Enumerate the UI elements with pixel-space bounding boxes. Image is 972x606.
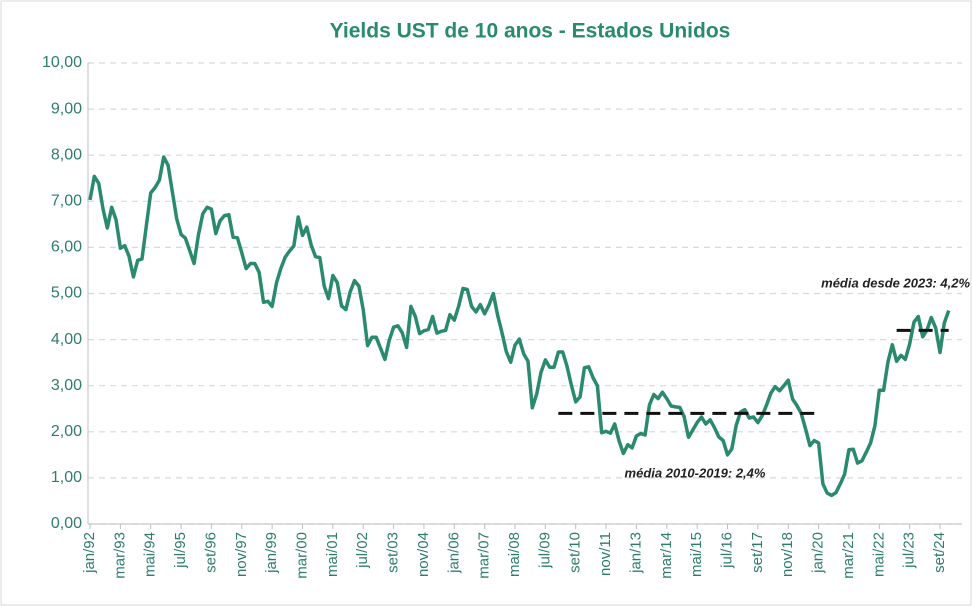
x-tick-label: jul/23 (901, 532, 918, 569)
x-tick-label: mar/93 (111, 532, 128, 579)
x-tick-label: set/24 (931, 532, 948, 573)
x-tick-label: nov/04 (415, 532, 432, 577)
x-tick-label: mai/15 (688, 532, 705, 577)
y-tick-label: 10,00 (42, 54, 82, 71)
y-tick-label: 2,00 (51, 423, 82, 440)
x-tick-label: set/03 (385, 532, 402, 573)
x-tick-label: nov/18 (779, 532, 796, 577)
y-tick-label: 8,00 (51, 146, 82, 163)
x-tick-label: jul/95 (172, 532, 189, 569)
y-tick-label: 3,00 (51, 377, 82, 394)
y-tick-label: 4,00 (51, 331, 82, 348)
y-tick-label: 7,00 (51, 193, 82, 210)
x-tick-label: jul/09 (536, 532, 553, 569)
x-tick-label: jan/99 (263, 532, 280, 574)
x-tick-label: mai/94 (142, 532, 159, 577)
x-tick-label: jul/16 (718, 532, 735, 569)
y-tick-label: 0,00 (51, 515, 82, 532)
x-tick-label: mar/00 (293, 532, 310, 579)
x-tick-label: jan/20 (810, 532, 827, 574)
x-tick-label: mar/14 (658, 532, 675, 579)
y-tick-label: 9,00 (51, 100, 82, 117)
annotation: média 2010-2019: 2,4% (625, 465, 766, 480)
x-tick-label: set/96 (202, 532, 219, 573)
y-tick-label: 6,00 (51, 239, 82, 256)
x-tick-label: mar/07 (476, 532, 493, 579)
x-tick-label: mai/01 (324, 532, 341, 577)
y-tick-label: 5,00 (51, 285, 82, 302)
y-tick-label: 1,00 (51, 469, 82, 486)
x-tick-label: nov/11 (597, 532, 614, 576)
chart-title: Yields UST de 10 anos - Estados Unidos (330, 20, 731, 43)
x-tick-label: set/10 (567, 532, 584, 573)
x-tick-label: jan/92 (81, 532, 98, 574)
x-tick-label: mai/08 (506, 532, 523, 577)
x-tick-label: jan/06 (445, 532, 462, 574)
line-series (88, 155, 951, 498)
x-tick-label: mai/22 (870, 532, 887, 577)
annotation: média desde 2023: 4,2% (821, 275, 970, 290)
x-tick-label: mar/21 (840, 532, 857, 579)
x-tick-label: jul/02 (354, 532, 371, 569)
x-tick-label: set/17 (749, 532, 766, 573)
x-tick-label: nov/97 (233, 532, 250, 577)
x-tick-label: jan/13 (627, 532, 644, 574)
